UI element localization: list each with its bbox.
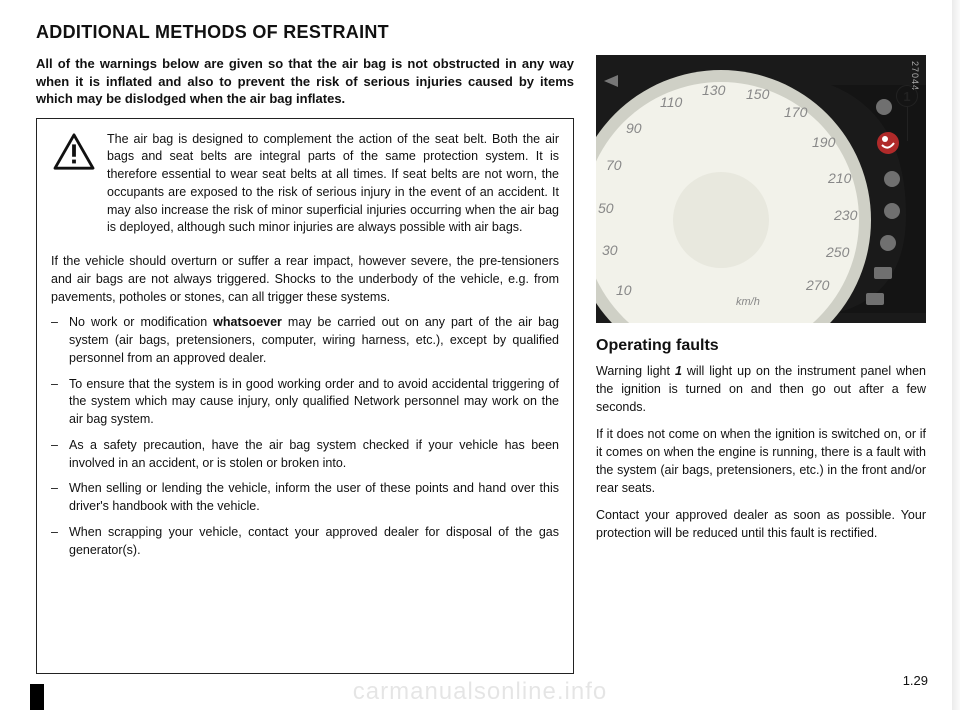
warning-intro-text: The air bag is designed to complement th… — [107, 131, 559, 246]
brake-icon — [884, 171, 900, 187]
airbag-warning-icon — [877, 132, 899, 154]
callout-leader-line — [907, 107, 909, 141]
faults-text: Warning light 1 will light up on the ins… — [596, 363, 926, 543]
warning-item-3: As a safety precaution, have the air bag… — [51, 437, 559, 473]
page-gutter — [952, 0, 960, 710]
gauge-num-30: 30 — [602, 242, 618, 258]
gauge-unit: km/h — [736, 296, 760, 308]
lead-paragraph: All of the warnings below are given so t… — [36, 55, 574, 108]
warning-item-4: When selling or lending the vehicle, inf… — [51, 480, 559, 516]
gauge-num-170: 170 — [784, 104, 808, 120]
faults-p1-a: Warning light — [596, 364, 675, 378]
speedometer-graphic: 10 30 50 70 90 110 130 150 170 190 210 2… — [596, 55, 926, 323]
left-column: All of the warnings below are given so t… — [36, 55, 574, 674]
warning-triangle-icon — [51, 131, 97, 173]
gauge-num-90: 90 — [626, 120, 642, 136]
gauge-num-190: 190 — [812, 134, 836, 150]
right-column: 10 30 50 70 90 110 130 150 170 190 210 2… — [596, 55, 926, 674]
faults-p1: Warning light 1 will light up on the ins… — [596, 363, 926, 416]
gauge-num-250: 250 — [825, 244, 850, 260]
immobiliser-icon — [884, 203, 900, 219]
engine-icon — [876, 99, 892, 115]
watermark-text: carmanualsonline.info — [353, 678, 607, 706]
gauge-num-70: 70 — [606, 157, 622, 173]
faults-heading: Operating faults — [596, 337, 926, 355]
warning-box: The air bag is designed to complement th… — [36, 118, 574, 674]
page-title: ADDITIONAL METHODS OF RESTRAINT — [36, 22, 930, 43]
gauge-num-270: 270 — [805, 277, 830, 293]
gauge-num-10: 10 — [616, 282, 632, 298]
callout-marker-1: 1 — [896, 85, 918, 107]
warning-item-1: No work or modification whatsoever may b… — [51, 314, 559, 367]
warning-intro-row: The air bag is designed to complement th… — [51, 131, 559, 246]
dashboard-photo: 10 30 50 70 90 110 130 150 170 190 210 2… — [596, 55, 926, 323]
battery-icon — [866, 293, 884, 305]
faults-p3: Contact your approved dealer as soon as … — [596, 507, 926, 543]
manual-page: ADDITIONAL METHODS OF RESTRAINT All of t… — [0, 0, 960, 710]
gauge-num-150: 150 — [746, 86, 770, 102]
section-tab — [30, 684, 44, 710]
warning-item-1-em: whatsoever — [213, 315, 282, 329]
gauge-num-130: 130 — [702, 82, 726, 98]
warning-item-1-prefix: No work or modification — [69, 315, 213, 329]
warning-item-5: When scrapping your vehicle, contact you… — [51, 524, 559, 560]
gauge-num-230: 230 — [833, 207, 858, 223]
faults-p1-ref: 1 — [675, 364, 682, 378]
warning-list: No work or modification whatsoever may b… — [51, 314, 559, 559]
gauge-num-110: 110 — [660, 94, 683, 110]
heated-seat-icon — [874, 267, 892, 279]
warning-intro-2: If the vehicle should overturn or suffer… — [51, 253, 559, 306]
page-number: 1.29 — [903, 673, 928, 688]
warning-item-2: To ensure that the system is in good wor… — [51, 376, 559, 429]
warning-intro-1: The air bag is designed to complement th… — [107, 131, 559, 238]
gauge-num-210: 210 — [827, 170, 852, 186]
content-columns: All of the warnings below are given so t… — [36, 55, 930, 674]
gauge-num-50: 50 — [598, 200, 614, 216]
faults-p2: If it does not come on when the ignition… — [596, 426, 926, 497]
cruise-icon — [880, 235, 896, 251]
